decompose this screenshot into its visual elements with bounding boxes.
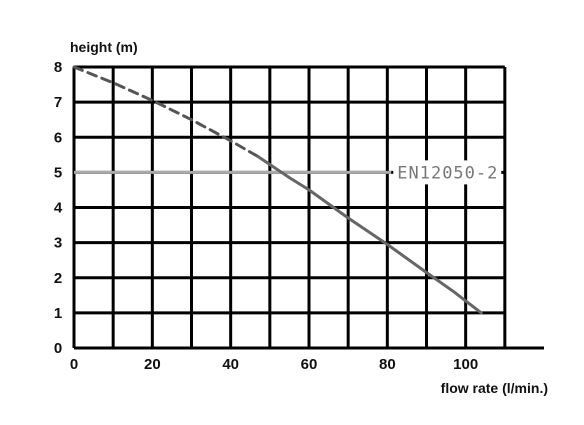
x-tick-label: 0 bbox=[70, 356, 78, 373]
reference-line-group: EN12050-2 bbox=[74, 160, 502, 185]
x-tick-label: 60 bbox=[301, 356, 318, 373]
y-tick-label: 0 bbox=[54, 340, 62, 357]
y-tick-label: 5 bbox=[54, 164, 62, 181]
y-tick-label: 7 bbox=[54, 94, 62, 111]
x-tick-labels: 0 20 40 60 80 100 bbox=[70, 356, 478, 373]
curve-series-group bbox=[72, 65, 483, 315]
x-tick-label: 20 bbox=[144, 356, 161, 373]
y-tick-label: 4 bbox=[54, 200, 63, 217]
y-tick-label: 6 bbox=[54, 129, 62, 146]
y-tick-label: 8 bbox=[54, 59, 62, 76]
y-axis-title: height (m) bbox=[70, 39, 138, 55]
curve-dashed-segment bbox=[72, 65, 260, 159]
y-tick-label: 3 bbox=[54, 235, 62, 252]
x-tick-label: 40 bbox=[222, 356, 239, 373]
reference-label: EN12050-2 bbox=[397, 163, 498, 183]
x-tick-label: 100 bbox=[453, 356, 478, 373]
y-tick-labels: 0 1 2 3 4 5 6 7 8 bbox=[54, 59, 63, 357]
y-tick-label: 1 bbox=[54, 305, 62, 322]
x-axis-title: flow rate (l/min.) bbox=[441, 380, 548, 396]
reference-label-background bbox=[393, 160, 502, 185]
x-tick-label: 80 bbox=[379, 356, 396, 373]
y-tick-label: 2 bbox=[54, 270, 62, 287]
curve-solid-segment bbox=[256, 155, 483, 315]
